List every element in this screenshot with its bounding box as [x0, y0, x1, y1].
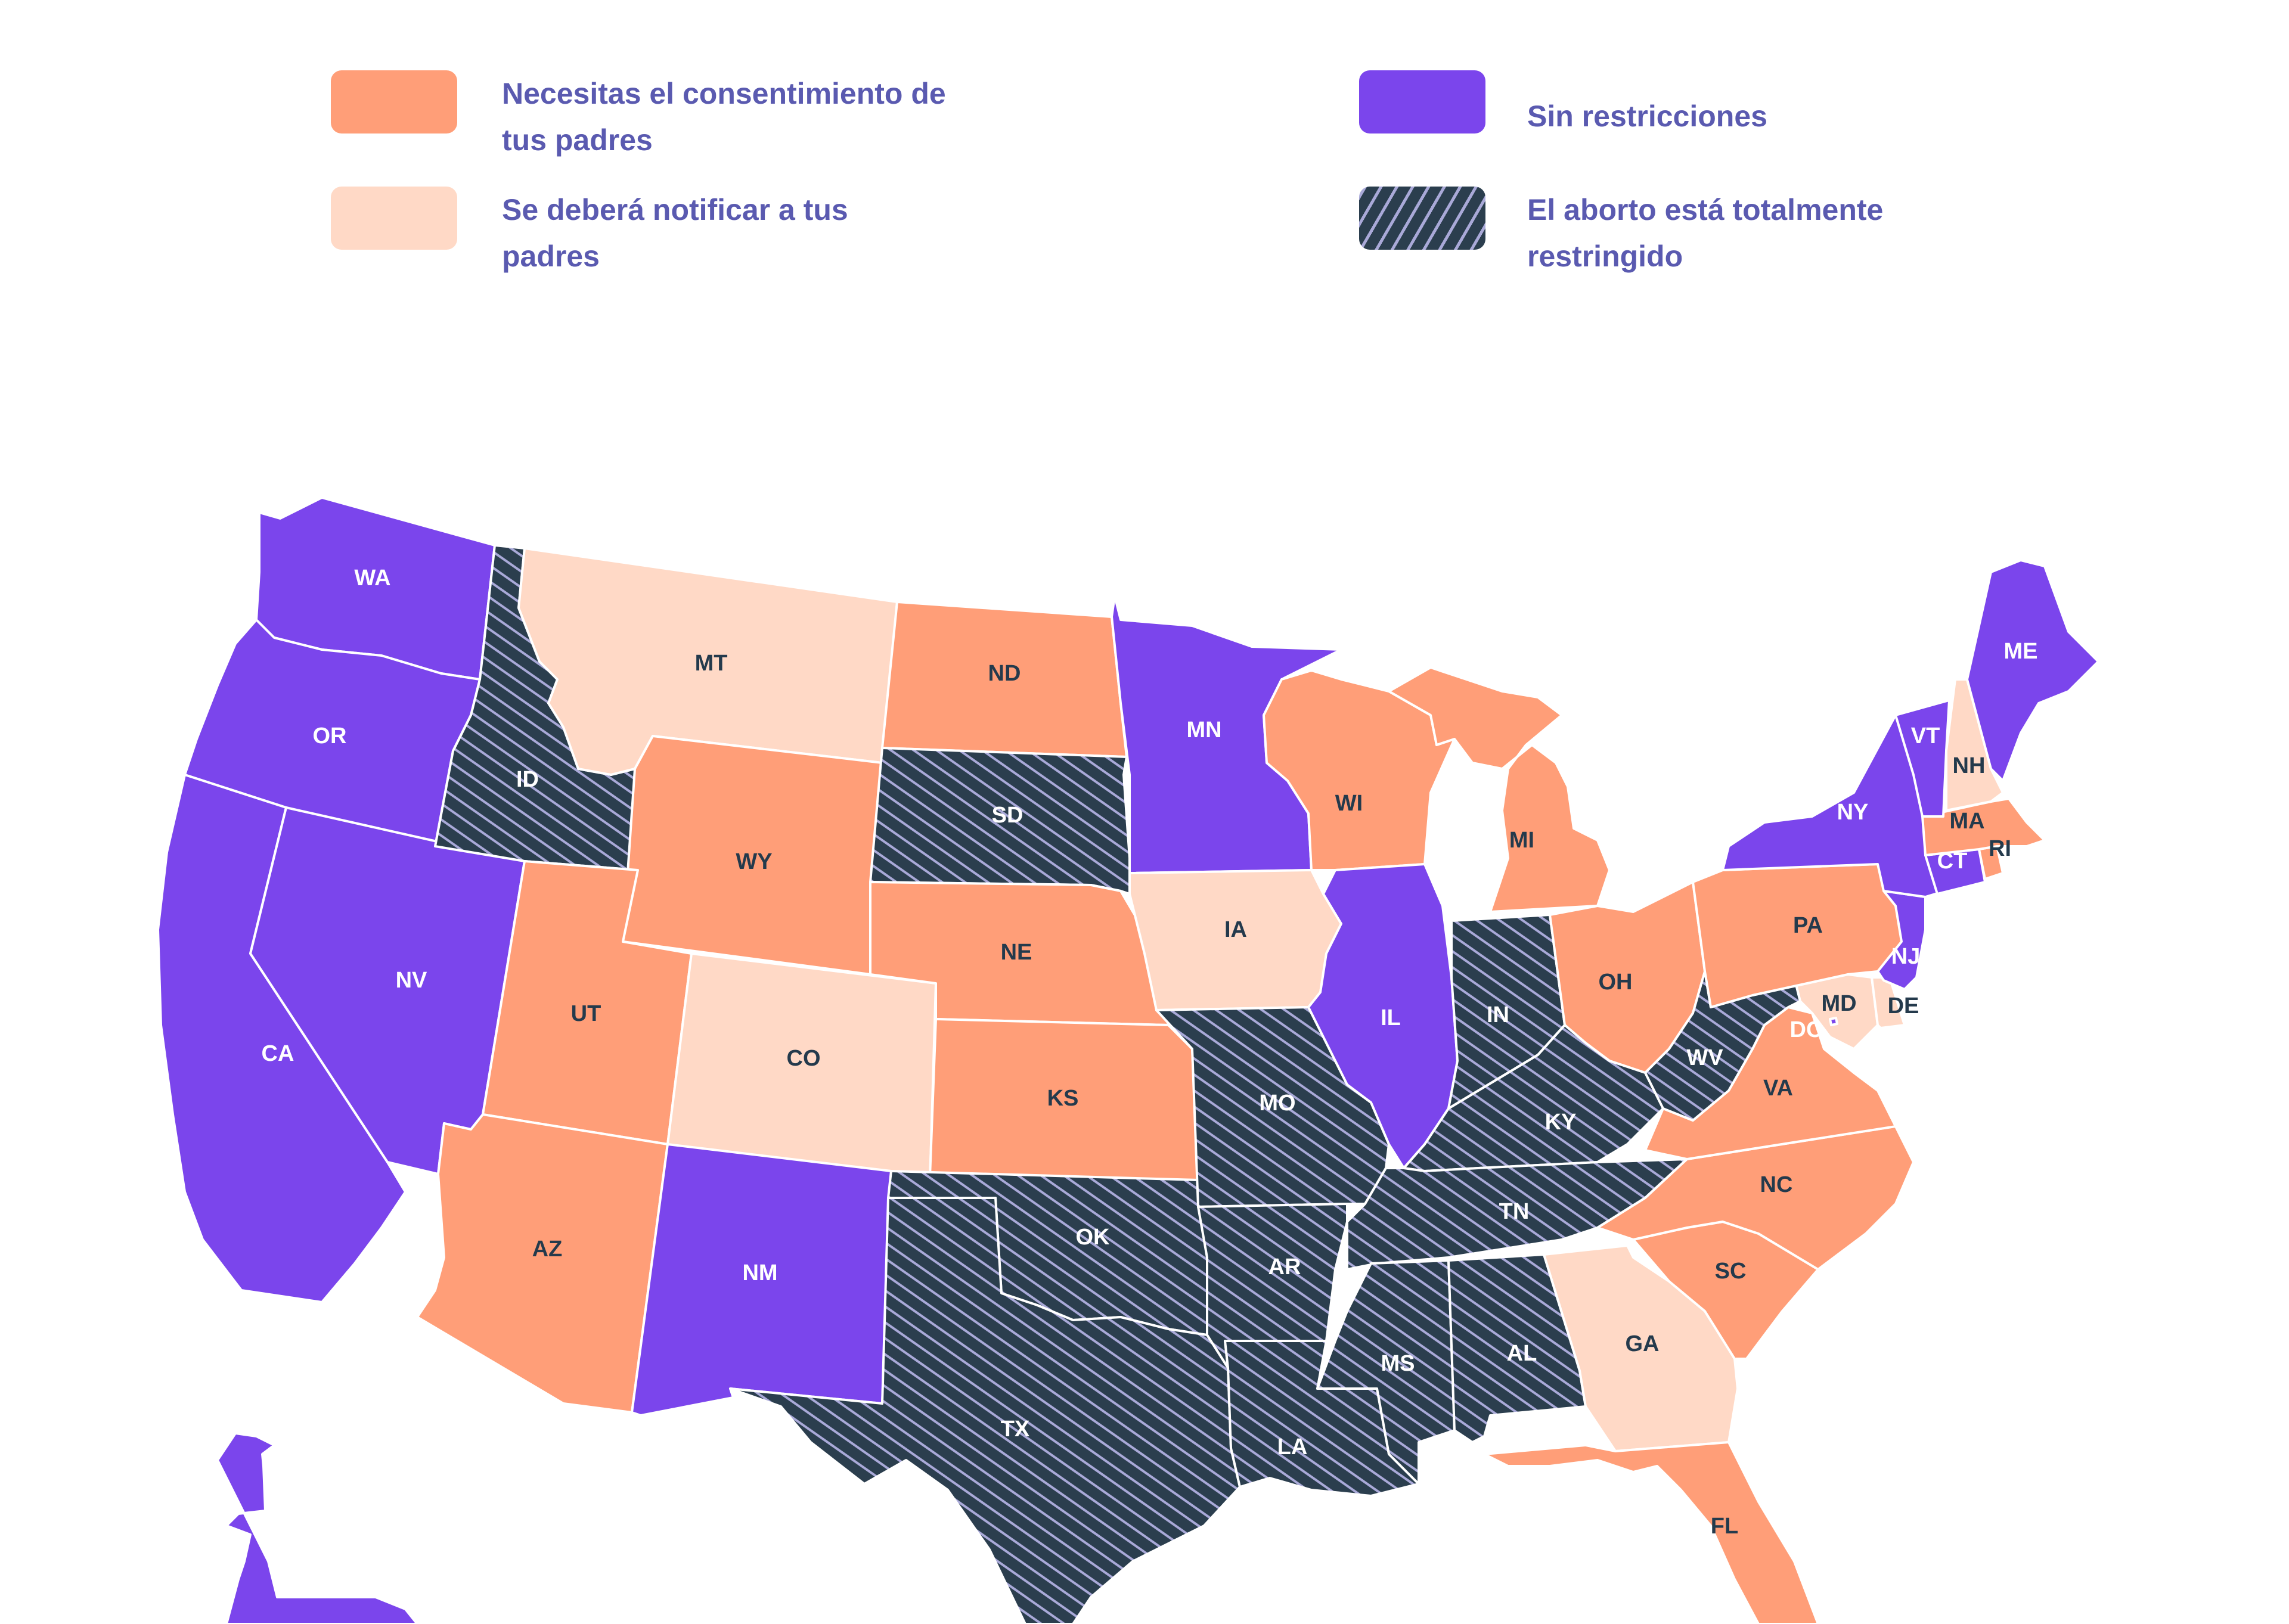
- state-me[interactable]: [1966, 559, 2099, 782]
- state-label-nh: NH: [1953, 753, 1986, 778]
- state-label-de: DE: [1888, 993, 1919, 1019]
- state-label-wv: WV: [1686, 1045, 1723, 1070]
- map-legend: Necesitas el consentimiento de tus padre…: [0, 0, 2289, 310]
- state-label-ms: MS: [1381, 1351, 1415, 1376]
- state-label-nv: NV: [396, 968, 427, 993]
- state-label-or: OR: [313, 723, 347, 749]
- state-label-wi: WI: [1335, 791, 1363, 816]
- state-nc[interactable]: [1596, 1125, 1915, 1271]
- state-label-ny: NY: [1837, 800, 1869, 825]
- state-label-nc: NC: [1760, 1172, 1793, 1197]
- state-label-id: ID: [516, 767, 539, 792]
- state-label-la: LA: [1277, 1434, 1308, 1460]
- state-label-sc: SC: [1715, 1259, 1747, 1284]
- state-label-me: ME: [2004, 639, 2038, 664]
- state-ma[interactable]: [1921, 797, 2046, 856]
- state-label-va: VA: [1763, 1076, 1793, 1101]
- state-label-oh: OH: [1599, 970, 1633, 995]
- state-dc[interactable]: [1829, 1017, 1838, 1026]
- state-label-nm: NM: [742, 1260, 777, 1285]
- state-label-ct: CT: [1937, 849, 1968, 874]
- state-label-il: IL: [1381, 1005, 1401, 1030]
- state-label-dc: DC: [1790, 1017, 1823, 1042]
- state-wi[interactable]: [1263, 669, 1456, 871]
- state-label-ri: RI: [1989, 836, 2011, 861]
- state-label-ia: IA: [1224, 917, 1247, 942]
- state-ak[interactable]: [216, 1432, 418, 1624]
- state-labels: WA OR CA NV ID MT WY UT CO AZ NM ND SD NE KS OK TX MN IA MO…: [262, 566, 2038, 1555]
- legend-item-none: Sin restricciones: [1359, 70, 1992, 139]
- state-label-pa: PA: [1793, 913, 1823, 938]
- state-label-ks: KS: [1047, 1086, 1079, 1111]
- state-fl[interactable]: [1483, 1441, 1819, 1624]
- state-label-ak: AK: [312, 1530, 345, 1555]
- state-label-tn: TN: [1499, 1199, 1530, 1224]
- state-label-mn: MN: [1186, 718, 1221, 743]
- legend-swatch-banned: [1359, 187, 1485, 250]
- state-label-ne: NE: [1001, 940, 1032, 965]
- state-label-mt: MT: [695, 651, 728, 676]
- legend-swatch-consent: [331, 70, 457, 133]
- state-vt[interactable]: [1894, 699, 1950, 818]
- legend-swatch-notify: [331, 187, 457, 250]
- state-label-ga: GA: [1626, 1331, 1660, 1356]
- state-nj[interactable]: [1877, 890, 1927, 990]
- state-label-ok: OK: [1076, 1225, 1111, 1250]
- state-ga[interactable]: [1543, 1244, 1739, 1452]
- state-az[interactable]: [416, 1113, 669, 1414]
- state-label-in: IN: [1487, 1002, 1509, 1027]
- state-mi[interactable]: [1388, 666, 1611, 913]
- legend-item-notify: Se deberá notificar a tus padres: [331, 187, 907, 280]
- state-label-nd: ND: [988, 661, 1021, 686]
- state-label-wy: WY: [736, 849, 772, 874]
- state-label-wa: WA: [354, 566, 390, 591]
- state-label-mi: MI: [1509, 828, 1534, 853]
- state-label-sd: SD: [992, 803, 1023, 828]
- state-label-ma: MA: [1949, 809, 1984, 834]
- state-label-fl: FL: [1711, 1514, 1738, 1539]
- state-label-nj: NJ: [1891, 944, 1921, 969]
- state-label-tx: TX: [1001, 1417, 1030, 1442]
- legend-item-banned: El aborto está totalmente restringido: [1359, 187, 1944, 280]
- legend-label-notify: Se deberá notificar a tus padres: [502, 193, 848, 273]
- state-label-al: AL: [1507, 1341, 1537, 1366]
- legend-label-consent: Necesitas el consentimiento de tus padre…: [502, 77, 946, 157]
- state-tx[interactable]: [729, 1197, 1241, 1624]
- legend-item-consent: Necesitas el consentimiento de tus padre…: [331, 70, 955, 163]
- state-label-md: MD: [1821, 991, 1856, 1016]
- legend-swatch-none: [1359, 70, 1485, 133]
- state-wy[interactable]: [622, 735, 883, 976]
- state-tn[interactable]: [1346, 1158, 1688, 1271]
- state-label-az: AZ: [532, 1237, 563, 1262]
- state-label-mo: MO: [1259, 1091, 1295, 1116]
- state-label-ar: AR: [1268, 1255, 1301, 1280]
- state-label-ut: UT: [571, 1001, 601, 1026]
- state-label-vt: VT: [1911, 723, 1940, 749]
- state-label-ca: CA: [262, 1041, 294, 1066]
- state-il[interactable]: [1307, 863, 1459, 1169]
- state-label-ky: KY: [1545, 1110, 1577, 1135]
- legend-label-banned: El aborto está totalmente restringido: [1527, 193, 1884, 273]
- legend-label-none: Sin restricciones: [1527, 100, 1767, 133]
- state-label-co: CO: [787, 1046, 821, 1071]
